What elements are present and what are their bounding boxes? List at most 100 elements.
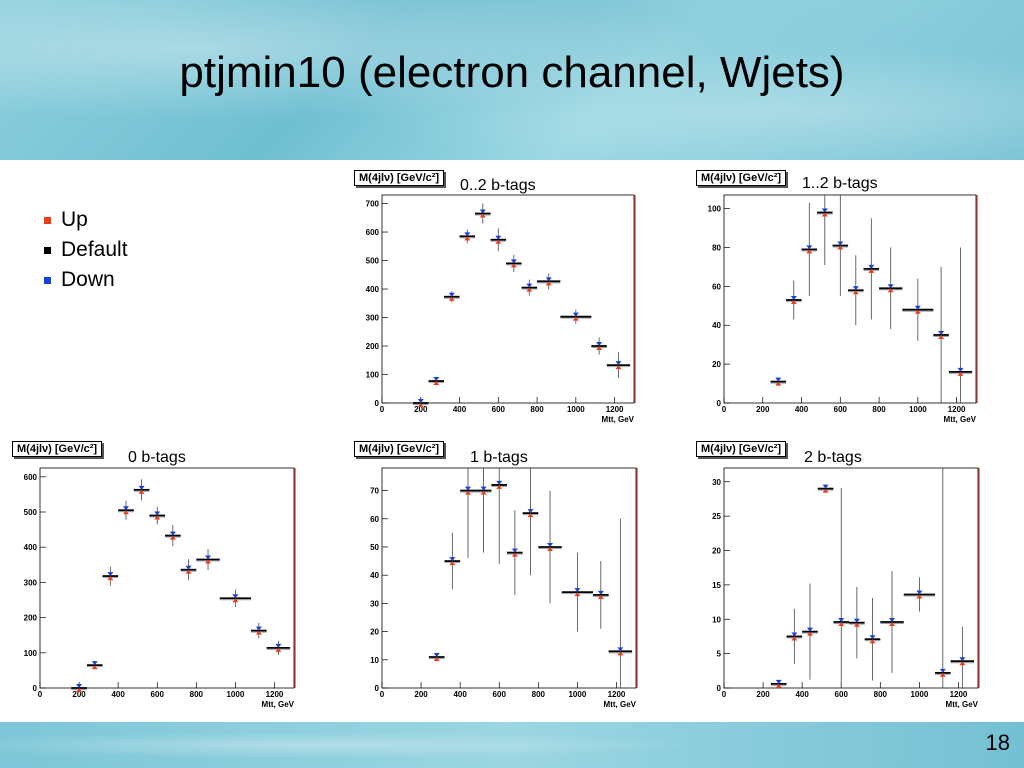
plot-frame — [381, 467, 637, 689]
data-point — [817, 195, 833, 265]
y-tick-label: 600 — [366, 228, 380, 237]
x-tick-label: 200 — [756, 405, 770, 414]
up-marker — [545, 281, 552, 286]
legend-list: Up Default Down — [44, 205, 128, 295]
plot-title: 0 b-tags — [128, 449, 186, 466]
bullet-default — [44, 246, 51, 254]
x-tick-label: 1200 — [948, 405, 966, 414]
up-marker — [138, 489, 145, 494]
data-point — [149, 506, 166, 525]
data-point — [428, 652, 445, 661]
header-background — [0, 0, 1024, 160]
data-point — [786, 280, 802, 320]
down-marker — [76, 684, 83, 688]
data-point — [475, 468, 492, 553]
data-point — [521, 279, 538, 296]
data-point — [490, 228, 507, 252]
up-marker — [889, 622, 896, 626]
up-marker — [837, 245, 844, 250]
up-marker — [939, 672, 946, 677]
up-marker — [916, 594, 923, 599]
plot-title: 2 b-tags — [804, 449, 862, 466]
down-marker — [527, 509, 534, 514]
footer-background — [0, 722, 1024, 768]
up-marker — [205, 559, 212, 564]
data-point — [879, 247, 903, 330]
down-marker — [775, 679, 782, 684]
up-marker — [449, 561, 456, 566]
up-marker — [154, 515, 161, 520]
up-marker — [853, 622, 860, 627]
up-marker — [496, 484, 503, 489]
plot-title: 1..2 b-tags — [802, 175, 878, 192]
y-axis-label: M(4jlν) [GeV/c²] — [12, 441, 103, 457]
data-point — [802, 583, 818, 680]
y-tick-label: 400 — [366, 285, 380, 294]
down-marker — [838, 618, 845, 622]
y-tick-label: 60 — [370, 515, 379, 524]
plot-frame — [39, 467, 295, 689]
up-marker — [791, 636, 798, 641]
up-marker — [887, 288, 894, 293]
down-marker — [232, 594, 239, 599]
y-tick-label: 500 — [24, 508, 38, 517]
down-marker — [806, 627, 813, 632]
up-marker — [868, 268, 875, 273]
data-point — [196, 548, 220, 571]
data-point — [950, 626, 975, 688]
down-marker — [959, 657, 966, 662]
down-marker — [91, 661, 98, 666]
up-marker — [255, 630, 262, 635]
x-axis-label: Mtt, GeV — [262, 700, 295, 709]
legend-label-down: Down — [61, 268, 115, 291]
up-marker — [957, 371, 964, 376]
y-tick-label: 10 — [370, 656, 379, 665]
y-tick-label: 0 — [375, 684, 380, 693]
data-point — [506, 254, 522, 272]
x-tick-label: 400 — [453, 405, 467, 414]
y-tick-label: 100 — [366, 371, 380, 380]
down-marker — [806, 245, 813, 250]
up-marker — [790, 299, 797, 304]
up-marker — [480, 490, 487, 495]
data-point — [560, 309, 592, 324]
y-axis-label: M(4jlν) [GeV/c²] — [696, 170, 787, 186]
down-marker — [480, 486, 487, 491]
x-axis-label: Mtt, GeV — [944, 415, 977, 424]
x-tick-label: 800 — [532, 690, 546, 699]
data-point — [902, 278, 934, 341]
y-tick-label: 700 — [366, 200, 380, 209]
x-tick-label: 800 — [530, 405, 544, 414]
data-point — [266, 640, 291, 655]
x-tick-label: 800 — [190, 690, 204, 699]
up-marker — [433, 656, 440, 661]
down-marker — [596, 342, 603, 347]
x-tick-label: 600 — [151, 690, 165, 699]
data-point — [786, 608, 803, 664]
down-marker — [775, 377, 782, 382]
up-marker — [527, 513, 534, 518]
up-marker — [574, 592, 581, 597]
down-marker — [615, 361, 622, 366]
down-marker — [417, 399, 424, 403]
data-point — [413, 399, 429, 407]
legend-label-default: Default — [61, 238, 128, 261]
x-axis-label: Mtt, GeV — [602, 415, 635, 424]
y-tick-label: 30 — [370, 599, 379, 608]
y-tick-label: 20 — [370, 628, 379, 637]
y-tick-label: 0 — [33, 684, 38, 693]
data-point — [71, 684, 87, 692]
down-marker — [205, 555, 212, 560]
x-tick-label: 1000 — [910, 690, 928, 699]
up-marker — [91, 665, 98, 670]
down-marker — [169, 531, 176, 536]
up-marker — [596, 346, 603, 351]
y-tick-label: 0 — [717, 684, 722, 693]
data-point — [538, 490, 562, 604]
y-axis-label: M(4jlν) [GeV/c²] — [696, 441, 787, 457]
plot-title: 1 b-tags — [470, 449, 528, 466]
up-marker — [511, 552, 518, 557]
data-point — [935, 468, 951, 688]
